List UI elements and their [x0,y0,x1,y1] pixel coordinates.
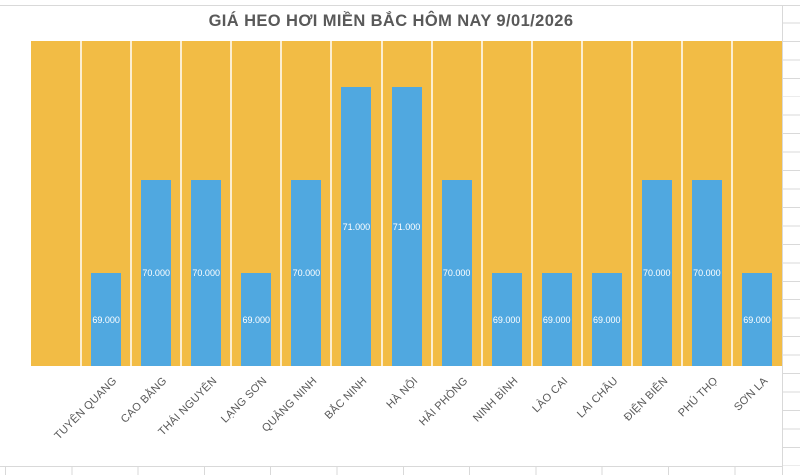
x-axis-label: TUYÊN QUANG [52,375,120,443]
chart-title: GIÁ HEO HƠI MIỀN BẮC HÔM NAY 9/01/2026 [208,12,574,30]
chart-canvas[interactable]: GIÁ HEO HƠI MIỀN BẮC HÔM NAY 9/01/2026 6… [0,6,782,466]
x-axis-label: ĐIỆN BIÊN [621,375,671,424]
plot-gridline [80,41,83,366]
chart-bar[interactable]: 69.000 [491,273,522,366]
x-axis-label: BẮC NINH [323,375,370,422]
plot-gridline [430,41,433,366]
chart-bar[interactable]: 69.000 [541,273,572,366]
chart-bar[interactable]: 71.000 [391,87,422,366]
plot-gridline [530,41,533,366]
bar-value-label: 71.000 [342,221,371,232]
x-axis-label: NINH BÌNH [470,375,521,425]
x-axis-label: HÀ NỘI [383,375,420,412]
bar-value-label: 69.000 [92,314,120,325]
bar-value-label: 69.000 [743,314,771,325]
bar-value-label: 70.000 [292,268,321,279]
bar-value-label: 69.000 [542,314,571,325]
x-axis-label: QUẢNG NINH [260,375,320,435]
x-axis-label: HẢI PHÒNG [416,375,471,429]
x-axis-label: CAO BẰNG [118,375,170,426]
chart-bar[interactable]: 69.000 [591,273,622,366]
x-axis-label: LAI CHÂU [574,375,621,421]
bar-value-label: 70.000 [643,268,671,279]
bar-value-label: 70.000 [693,268,721,279]
chart-bar[interactable]: 70.000 [691,180,722,366]
plot-gridline [480,41,483,366]
plot-gridline [230,41,233,366]
chart-bar[interactable]: 70.000 [191,180,222,366]
x-axis-label: LÀO CAI [530,375,571,416]
plot-area[interactable]: 69.000 70.000 70.000 69.000 70.000 71.000 71.0… [31,41,782,366]
plot-gridline [330,41,333,366]
plot-gridline [630,41,633,366]
chart-bar[interactable]: 69.000 [742,273,772,366]
x-axis-label: THÁI NGUYÊN [156,375,220,439]
bar-value-label: 69.000 [492,314,521,325]
bar-value-label: 70.000 [192,268,220,279]
plot-gridline [380,41,383,366]
chart-bar[interactable]: 70.000 [641,180,672,366]
chart-bar[interactable]: 70.000 [291,180,322,366]
bar-value-label: 70.000 [442,268,471,279]
plot-gridline [680,41,683,366]
x-axis-label: SƠN LA [731,375,771,414]
plot-gridline [580,41,583,366]
chart-bar[interactable]: 69.000 [91,273,122,366]
x-axis-label: PHÚ THỌ [676,375,721,420]
bar-value-label: 70.000 [142,268,170,279]
plot-gridline [730,41,733,366]
bar-value-label: 69.000 [242,314,271,325]
bar-value-label: 69.000 [593,314,621,325]
chart-bar[interactable]: 70.000 [441,180,472,366]
chart-bar[interactable]: 71.000 [341,87,372,366]
plot-gridline [180,41,183,366]
bar-value-label: 71.000 [392,221,421,232]
sheet-row-gridline [0,5,800,6]
plot-gridline [130,41,133,366]
chart-bar[interactable]: 70.000 [141,180,172,366]
sheet-bottom-row-cells[interactable] [0,466,782,475]
plot-gridline [280,41,283,366]
x-axis-label: LẠNG SƠN [219,375,270,426]
sheet-right-column-cells[interactable] [782,5,800,475]
chart-bar[interactable]: 69.000 [241,273,272,366]
